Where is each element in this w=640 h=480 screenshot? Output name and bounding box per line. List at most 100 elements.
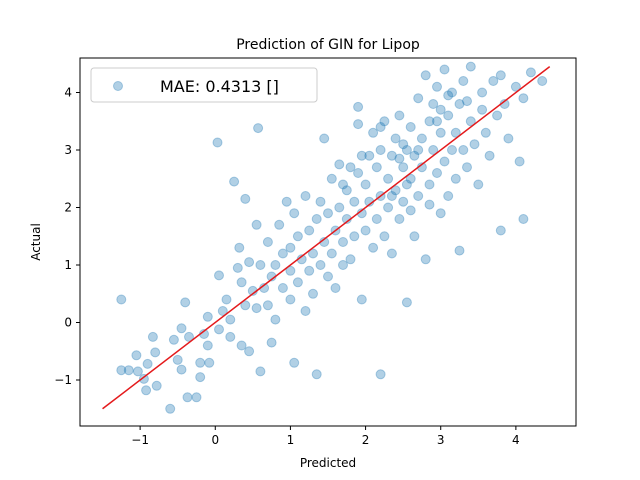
data-point (262, 237, 273, 247)
data-point (424, 116, 435, 127)
data-point (221, 294, 232, 305)
data-point (176, 364, 187, 375)
data-point (432, 116, 442, 127)
data-point (450, 173, 461, 184)
data-point (398, 139, 409, 150)
data-point (184, 331, 194, 342)
data-point (409, 231, 420, 242)
fit-line (102, 66, 551, 410)
data-point (132, 366, 143, 377)
data-point (480, 127, 491, 138)
data-point (251, 219, 262, 230)
data-point (401, 297, 412, 308)
data-point (191, 392, 202, 403)
data-point (195, 372, 206, 383)
data-point (180, 297, 191, 308)
data-point (394, 214, 405, 224)
data-point (131, 350, 142, 361)
data-point (413, 145, 424, 155)
data-point (202, 311, 213, 322)
data-point (428, 145, 439, 155)
data-point (353, 119, 364, 130)
data-point (424, 199, 435, 210)
data-point (360, 225, 371, 236)
data-point (443, 90, 454, 101)
data-point (277, 248, 288, 259)
data-point (435, 208, 446, 219)
data-point (435, 127, 446, 138)
data-point (364, 150, 375, 161)
data-point (439, 156, 450, 167)
data-point (405, 205, 416, 216)
data-point (285, 265, 296, 276)
data-point (182, 392, 193, 403)
data-point (356, 294, 367, 305)
data-point (405, 122, 416, 132)
y-tick-label: 2 (64, 201, 72, 215)
data-point (398, 196, 409, 207)
data-point (315, 196, 326, 207)
data-point (462, 96, 472, 107)
data-point (116, 365, 127, 376)
data-point (151, 380, 162, 391)
fit-line-layer (102, 66, 551, 410)
data-point (360, 179, 371, 190)
data-point (300, 306, 311, 316)
data-point (525, 67, 536, 78)
data-point (428, 99, 439, 109)
data-point (398, 162, 409, 173)
data-point (345, 254, 356, 265)
data-point (390, 133, 401, 144)
data-point (353, 101, 364, 112)
data-point (142, 358, 153, 369)
data-point (244, 346, 255, 357)
x-tick-label: 0 (211, 433, 219, 447)
data-point (462, 162, 472, 173)
data-point (244, 257, 255, 268)
data-point (195, 357, 206, 368)
data-point (326, 248, 337, 259)
data-point (341, 185, 352, 196)
data-point (251, 303, 262, 314)
data-point (371, 162, 382, 173)
data-point (413, 191, 424, 201)
data-point (255, 260, 266, 270)
x-tick-label: 1 (287, 433, 295, 447)
data-point (413, 93, 424, 104)
data-point (123, 365, 134, 376)
data-point (304, 225, 315, 236)
data-point (495, 225, 506, 236)
data-point (165, 403, 176, 414)
data-point (458, 145, 469, 155)
data-point (338, 179, 348, 190)
data-point (214, 324, 224, 335)
data-point (225, 314, 236, 325)
x-axis-label: Predicted (300, 456, 356, 470)
data-point (285, 294, 296, 305)
data-point (116, 294, 127, 305)
data-point (202, 340, 213, 351)
data-point (225, 331, 236, 342)
data-point (338, 260, 348, 270)
data-point (454, 245, 465, 256)
data-point (270, 314, 281, 325)
data-point (394, 110, 405, 121)
y-tick-label: 3 (64, 143, 72, 157)
data-point (300, 191, 311, 201)
data-point (338, 237, 348, 247)
data-point (435, 104, 446, 115)
data-point (473, 179, 484, 190)
data-point (432, 168, 442, 178)
data-point (447, 145, 457, 155)
data-point (465, 116, 476, 127)
data-point (443, 191, 454, 201)
data-point (334, 159, 345, 170)
y-tick-label: −1 (54, 373, 72, 387)
data-point (138, 373, 149, 384)
data-point (368, 127, 379, 138)
data-point (518, 93, 529, 104)
data-point (484, 150, 495, 161)
data-point (150, 347, 161, 358)
data-point (518, 214, 529, 224)
